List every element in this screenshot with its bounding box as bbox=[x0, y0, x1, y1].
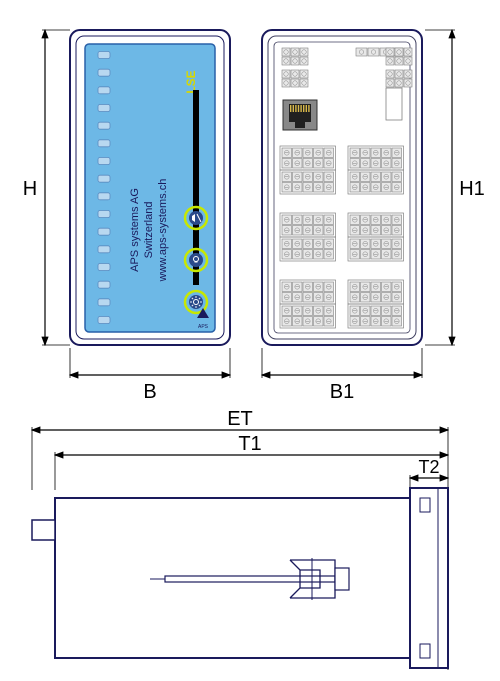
svg-text:www.aps-systems.ch: www.aps-systems.ch bbox=[157, 179, 169, 283]
terminal bbox=[386, 48, 394, 56]
status-led bbox=[98, 193, 110, 200]
status-led bbox=[98, 52, 110, 59]
terminal bbox=[291, 79, 299, 87]
terminal bbox=[368, 48, 379, 56]
terminal bbox=[395, 48, 403, 56]
svg-text:H1: H1 bbox=[459, 178, 485, 200]
status-led bbox=[98, 69, 110, 76]
terminal bbox=[291, 48, 299, 56]
svg-text:B1: B1 bbox=[330, 381, 354, 403]
terminal bbox=[291, 70, 299, 78]
svg-text:ET: ET bbox=[227, 408, 253, 430]
side-view bbox=[32, 488, 448, 668]
dim-B: B bbox=[70, 348, 230, 403]
status-led bbox=[98, 122, 110, 129]
terminal bbox=[386, 57, 394, 65]
svg-text:B: B bbox=[143, 381, 156, 403]
svg-text:APS systems AG: APS systems AG bbox=[129, 188, 141, 272]
terminal bbox=[404, 79, 412, 87]
status-led bbox=[98, 246, 110, 253]
dim-T1: T1 bbox=[55, 433, 448, 490]
svg-text:T2: T2 bbox=[418, 457, 439, 477]
svg-text:APS: APS bbox=[198, 324, 209, 330]
terminal bbox=[395, 79, 403, 87]
terminal bbox=[300, 70, 308, 78]
status-led bbox=[98, 299, 110, 306]
terminal bbox=[282, 79, 290, 87]
front-view: LSE APS systems AG Switzerland www.aps-s… bbox=[70, 30, 230, 345]
status-led bbox=[98, 105, 110, 112]
terminal bbox=[386, 79, 394, 87]
status-led bbox=[98, 228, 110, 235]
status-led bbox=[98, 140, 110, 147]
terminal bbox=[300, 48, 308, 56]
status-led bbox=[98, 175, 110, 182]
svg-text:T1: T1 bbox=[238, 433, 261, 455]
terminal bbox=[291, 57, 299, 65]
terminal bbox=[282, 70, 290, 78]
terminal bbox=[386, 70, 394, 78]
status-led bbox=[98, 264, 110, 271]
terminal bbox=[404, 48, 412, 56]
dim-H: H bbox=[23, 30, 70, 345]
terminal bbox=[282, 57, 290, 65]
status-led bbox=[98, 87, 110, 94]
status-led bbox=[98, 211, 110, 218]
technical-drawing: H LSE APS systems AG Switzerland www.aps… bbox=[0, 0, 500, 681]
terminal bbox=[300, 57, 308, 65]
status-led bbox=[98, 281, 110, 288]
svg-text:Switzerland: Switzerland bbox=[143, 202, 155, 259]
terminal bbox=[404, 70, 412, 78]
terminal bbox=[395, 70, 403, 78]
svg-text:H: H bbox=[23, 178, 37, 200]
rj45-port bbox=[283, 100, 317, 130]
dim-H1: H1 bbox=[425, 30, 485, 345]
terminal bbox=[282, 48, 290, 56]
status-led bbox=[98, 317, 110, 324]
terminal bbox=[300, 79, 308, 87]
terminal bbox=[404, 57, 412, 65]
terminal bbox=[356, 48, 367, 56]
terminal bbox=[395, 57, 403, 65]
status-led bbox=[98, 158, 110, 165]
rear-view bbox=[262, 30, 422, 345]
dim-B1: B1 bbox=[262, 348, 422, 403]
